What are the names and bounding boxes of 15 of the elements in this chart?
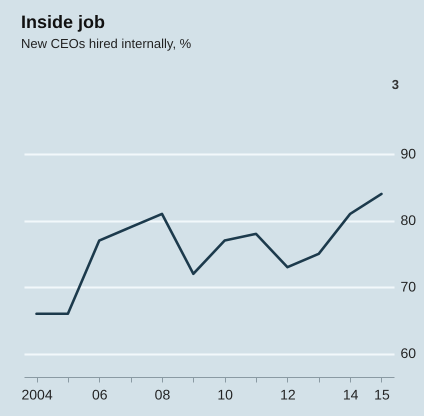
chart-subtitle: New CEOs hired internally, % xyxy=(20,36,192,51)
x-tick-label: 08 xyxy=(154,386,170,402)
y-tick-label: 80 xyxy=(400,212,416,228)
line-series xyxy=(35,192,383,316)
x-tick-label: 06 xyxy=(92,386,108,402)
chart-title: Inside job xyxy=(20,12,105,32)
y-tick-label: 70 xyxy=(400,278,416,295)
y-tick-label: 60 xyxy=(400,345,416,362)
y-tick-label: 90 xyxy=(400,146,416,162)
x-tick-label: 14 xyxy=(342,386,359,402)
x-tick-label: 2004 xyxy=(21,386,53,402)
text: 3 xyxy=(392,77,399,92)
x-tick-label: 15 xyxy=(374,386,390,402)
x-tick-label: 12 xyxy=(280,386,296,402)
x-tick-label: 10 xyxy=(217,386,234,402)
